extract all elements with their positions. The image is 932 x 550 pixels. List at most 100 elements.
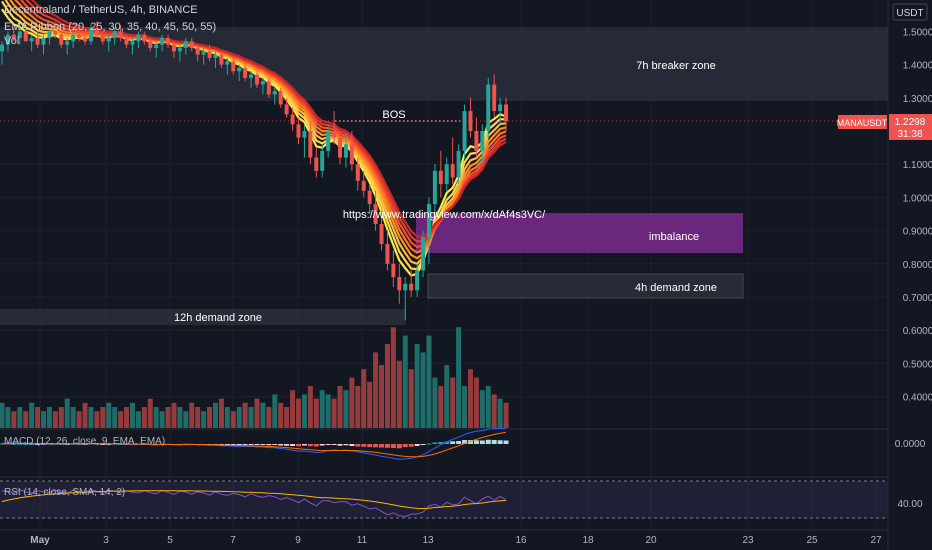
candle-body bbox=[201, 51, 206, 55]
macd-tick-label: 0.0000 bbox=[895, 439, 926, 450]
macd-histogram-bar bbox=[230, 444, 236, 445]
volume-bar bbox=[313, 398, 319, 428]
candle-body bbox=[5, 34, 10, 45]
macd-histogram-bar bbox=[473, 440, 479, 444]
candle-body bbox=[426, 204, 431, 238]
volume-bar bbox=[278, 402, 284, 428]
volume-bar bbox=[212, 402, 218, 428]
macd-histogram-bar bbox=[260, 444, 266, 445]
macd-histogram-bar bbox=[248, 444, 254, 445]
time-tick-label: May bbox=[30, 535, 50, 546]
candle-body bbox=[421, 237, 426, 271]
macd-histogram-bar bbox=[242, 444, 248, 445]
price-tick-label: 0.8000 bbox=[903, 260, 932, 271]
candle-body bbox=[189, 41, 194, 48]
candle-body bbox=[254, 74, 259, 85]
ema-ribbon-legend[interactable]: EMA Ribbon (20, 25, 30, 35, 40, 45, 50, … bbox=[4, 21, 217, 33]
volume-bar bbox=[141, 407, 147, 428]
volume-bar bbox=[444, 365, 450, 428]
candle-body bbox=[314, 157, 319, 171]
candle-body bbox=[308, 131, 313, 158]
macd-histogram-bar bbox=[11, 443, 17, 445]
volume-legend[interactable]: Vol bbox=[4, 35, 20, 47]
candle-body bbox=[486, 84, 491, 131]
candle-body bbox=[438, 170, 443, 185]
volume-bar bbox=[94, 411, 100, 428]
macd-histogram-bar bbox=[307, 444, 313, 447]
volume-bar bbox=[76, 411, 82, 428]
volume-bar bbox=[11, 411, 17, 428]
volume-bar bbox=[307, 386, 313, 428]
candle-body bbox=[432, 170, 437, 205]
macd-histogram-bar bbox=[319, 444, 325, 446]
currency-box[interactable] bbox=[892, 3, 928, 21]
candle-body bbox=[249, 74, 254, 78]
candle-body bbox=[266, 81, 271, 95]
volume-bar bbox=[171, 402, 177, 428]
symbol-badge bbox=[838, 115, 887, 129]
volume-bar bbox=[485, 386, 491, 428]
volume-bar bbox=[408, 369, 414, 428]
macd-histogram-bar bbox=[224, 444, 230, 445]
macd-histogram-bar bbox=[296, 444, 301, 447]
candle-body bbox=[349, 144, 354, 165]
macd-histogram-bar bbox=[236, 444, 242, 445]
candle-body bbox=[272, 91, 277, 95]
symbol-legend[interactable]: Decentraland / TetherUS, 4h, BINANCE bbox=[4, 4, 198, 16]
macd-histogram-bar bbox=[485, 439, 491, 444]
volume-bar bbox=[272, 394, 278, 428]
candles bbox=[0, 21, 509, 321]
time-axis[interactable]: May 3 5 7 9 11 13 16 18 20 23 25 27 bbox=[0, 529, 888, 546]
volume-bar bbox=[301, 394, 307, 428]
candle-body bbox=[177, 48, 182, 52]
volume-bar bbox=[361, 369, 367, 428]
candle-body bbox=[302, 131, 307, 138]
volume-bar bbox=[337, 386, 343, 428]
macd-histogram-bar bbox=[384, 444, 390, 448]
macd-histogram-bar bbox=[390, 444, 396, 448]
demand-4h-zone bbox=[427, 273, 744, 299]
price-tick-label: 0.6000 bbox=[903, 326, 932, 337]
candle-body bbox=[409, 283, 414, 291]
candle-body bbox=[367, 190, 372, 205]
candle-body bbox=[504, 104, 509, 122]
rsi-legend[interactable]: RSI (14, close, SMA, 14, 2) bbox=[4, 487, 126, 498]
macd-histogram-bar bbox=[337, 444, 343, 446]
candle-body bbox=[237, 67, 242, 72]
volume-bar bbox=[462, 386, 468, 428]
macd-histogram-bar bbox=[444, 441, 450, 444]
volume-bar bbox=[254, 398, 260, 428]
macd-histogram-bar bbox=[94, 443, 100, 445]
price-tick-label: 0.9000 bbox=[903, 227, 932, 238]
candle-body bbox=[77, 34, 82, 39]
imbalance-zone bbox=[416, 213, 743, 253]
candle-body bbox=[492, 84, 497, 112]
volume-bar bbox=[242, 402, 248, 428]
annotations: 7h breaker zone imbalance 4h demand zone… bbox=[174, 60, 717, 324]
candle-body bbox=[148, 41, 153, 48]
price-tick-label: 1.0000 bbox=[903, 193, 932, 204]
volume-bar bbox=[52, 411, 58, 428]
volume-bar bbox=[0, 402, 5, 428]
volume-bar bbox=[384, 344, 390, 428]
price-axis[interactable]: 1.5000 1.4000 1.3000 1.1000 1.0000 0.9000 0.80… bbox=[887, 0, 932, 550]
snapshot-url[interactable]: https://www.tradingview.com/x/dAf4s3VC/ bbox=[343, 209, 546, 221]
candle-body bbox=[166, 38, 171, 45]
candle-body bbox=[213, 54, 218, 58]
volume-bar bbox=[88, 407, 94, 428]
price-badge bbox=[889, 114, 932, 140]
macd-legend[interactable]: MACD (12, 26, close, 9, EMA, EMA) bbox=[4, 436, 166, 447]
candle-body bbox=[29, 38, 34, 42]
volume-bar bbox=[479, 390, 485, 428]
time-tick-label: 20 bbox=[645, 535, 657, 546]
candle-body bbox=[231, 61, 236, 72]
candle-body bbox=[462, 111, 467, 151]
candle-body bbox=[160, 38, 165, 45]
candle-body bbox=[338, 137, 343, 158]
volume-bar bbox=[177, 407, 183, 428]
candle-body bbox=[207, 51, 212, 58]
candle-body bbox=[290, 114, 295, 125]
candle-body bbox=[456, 150, 461, 178]
volume-bar bbox=[432, 377, 438, 428]
